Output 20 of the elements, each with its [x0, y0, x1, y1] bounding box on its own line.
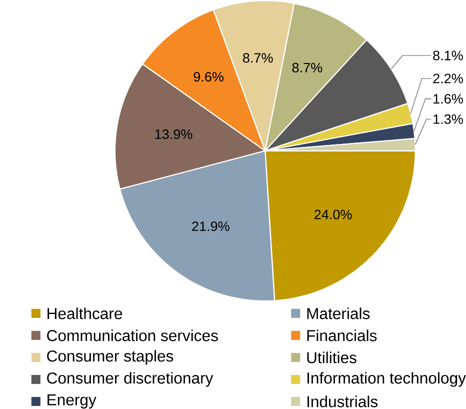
- legend-label: Communication services: [47, 330, 218, 342]
- data-label: 1.6%: [434, 94, 463, 104]
- data-label: 8.7%: [292, 63, 322, 73]
- legend-label: Consumer discretionary: [47, 372, 214, 388]
- legend-label: Financials: [307, 330, 377, 342]
- legend-label: Healthcare: [48, 308, 122, 320]
- legend-label: Information technology: [307, 372, 466, 388]
- data-label: 13.9%: [155, 130, 192, 140]
- legend-label: Utilities: [307, 352, 356, 364]
- data-label: 9.6%: [194, 72, 224, 82]
- data-label: 24.0%: [314, 210, 352, 220]
- legend-label: Energy: [48, 394, 96, 409]
- data-label: 21.9%: [192, 222, 230, 232]
- data-label: 1.3%: [434, 114, 463, 124]
- legend-label: Consumer staples: [47, 350, 174, 366]
- data-label: 2.2%: [433, 74, 463, 84]
- legend-label: Materials: [307, 308, 370, 320]
- data-label: 8.7%: [242, 53, 273, 63]
- data-label: 8.1%: [433, 50, 463, 61]
- legend-label: Industrials: [307, 396, 378, 408]
